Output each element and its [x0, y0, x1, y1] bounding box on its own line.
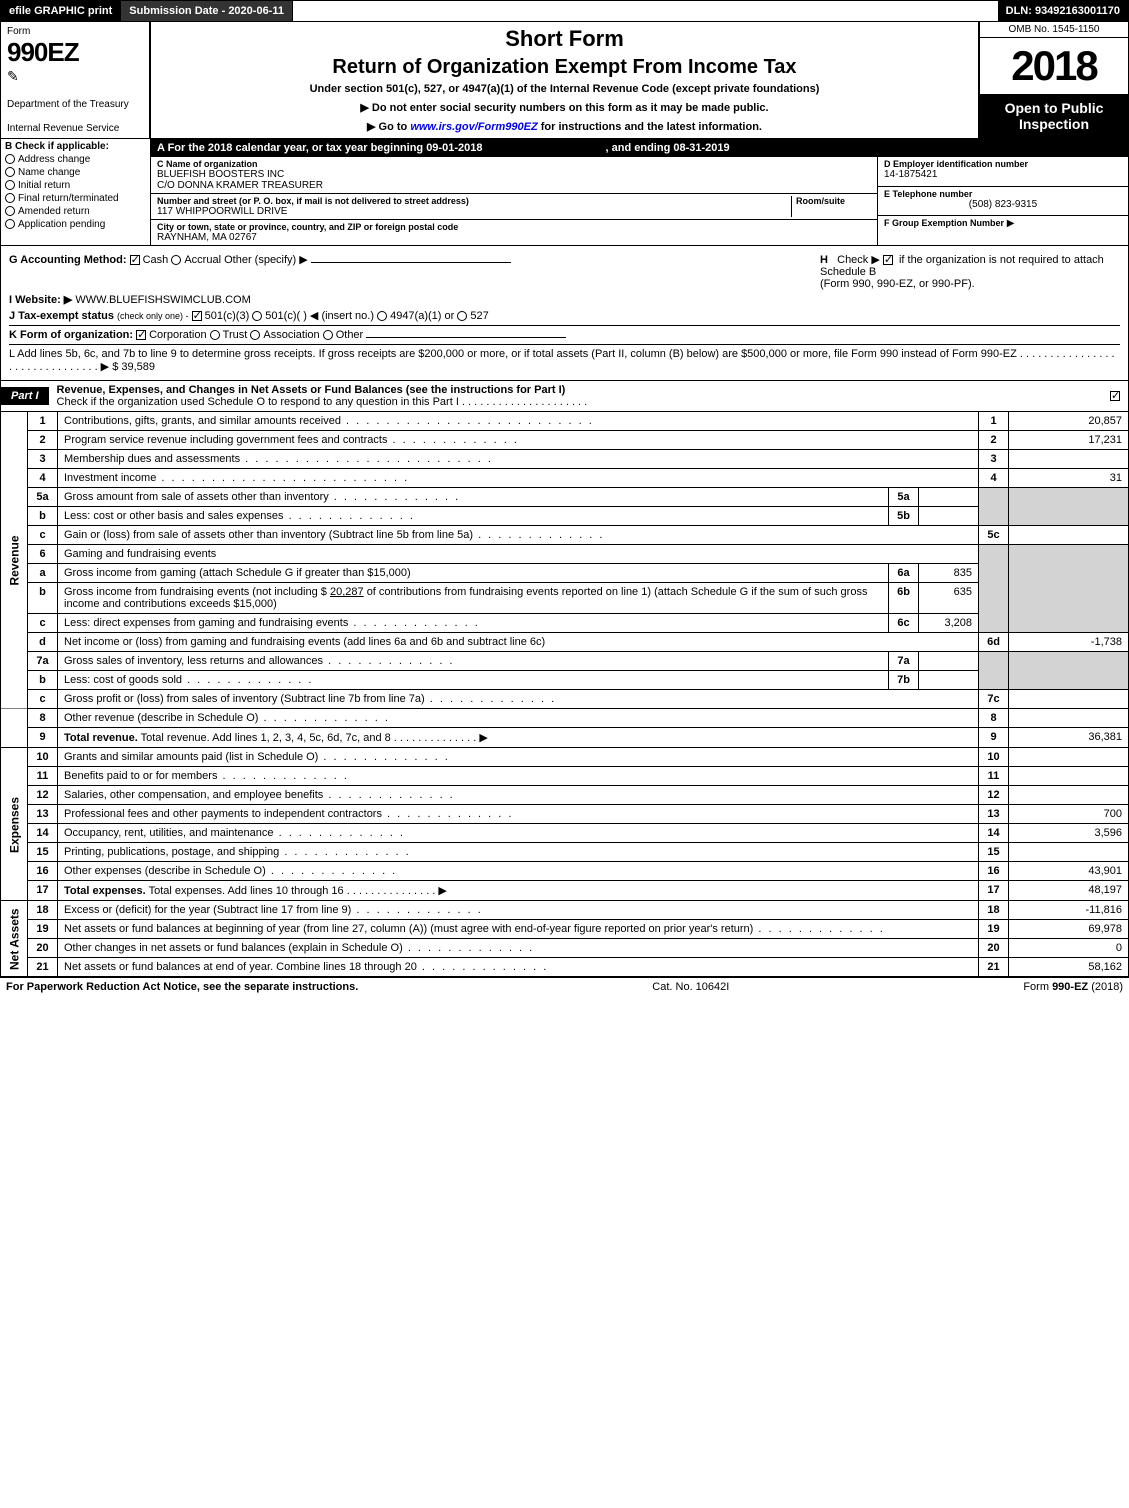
form-header: Form 990EZ ✎ Department of the Treasury …	[0, 22, 1129, 139]
city: RAYNHAM, MA 02767	[157, 232, 871, 243]
j-501c[interactable]	[252, 311, 262, 321]
dept-treasury: Department of the Treasury	[7, 99, 143, 110]
street: 117 WHIPPOORWILL DRIVE	[157, 206, 791, 217]
j-501c3[interactable]	[192, 311, 202, 321]
b-label: B Check if applicable:	[5, 141, 109, 152]
efile-label: efile GRAPHIC print	[1, 1, 121, 21]
k-other[interactable]	[323, 330, 333, 340]
form-number: 990EZ	[7, 37, 143, 68]
open-public: Open to Public Inspection	[980, 94, 1128, 138]
dln: DLN: 93492163001170	[998, 1, 1128, 21]
line9-desc: Total revenue. Total revenue. Add lines …	[58, 728, 979, 748]
irs-link[interactable]: www.irs.gov/Form990EZ	[410, 121, 537, 133]
omb-number: OMB No. 1545-1150	[980, 22, 1128, 38]
short-form-title: Short Form	[159, 26, 970, 52]
page-footer: For Paperwork Reduction Act Notice, see …	[0, 977, 1129, 996]
tax-year-bar: A For the 2018 calendar year, or tax yea…	[151, 139, 1128, 157]
info-block: G Accounting Method: Cash Accrual Other …	[0, 246, 1129, 381]
lines-table: Revenue 1 Contributions, gifts, grants, …	[0, 412, 1129, 977]
d-label: D Employer identification number	[884, 159, 1122, 169]
side-revenue: Revenue	[1, 412, 28, 709]
line1-amt: 20,857	[1009, 412, 1129, 431]
k-trust[interactable]	[210, 330, 220, 340]
top-bar: efile GRAPHIC print Submission Date - 20…	[0, 0, 1129, 22]
i-label: I Website: ▶	[9, 294, 72, 306]
part1-schedule-o-check[interactable]	[1110, 391, 1120, 401]
website: WWW.BLUEFISHSWIMCLUB.COM	[75, 294, 250, 306]
k-corp[interactable]	[136, 330, 146, 340]
form-label: Form	[7, 26, 143, 37]
phone: (508) 823-9315	[884, 199, 1122, 210]
f-arrow: ▶	[1007, 218, 1015, 229]
j-527[interactable]	[457, 311, 467, 321]
part1-label: Part I	[1, 387, 49, 405]
org-info: C Name of organization BLUEFISH BOOSTERS…	[151, 157, 878, 245]
g-accrual-check[interactable]	[171, 255, 181, 265]
part1-header: Part I Revenue, Expenses, and Changes in…	[0, 381, 1129, 412]
check-name[interactable]	[5, 167, 15, 177]
f-label: F Group Exemption Number	[884, 218, 1004, 228]
k-other-line[interactable]	[366, 337, 566, 338]
section-b-checks: B Check if applicable: Address change Na…	[1, 139, 151, 245]
irs: Internal Revenue Service	[7, 123, 143, 134]
side-expenses: Expenses	[1, 748, 28, 901]
tax-year: 2018	[980, 38, 1128, 94]
footer-form: Form 990-EZ (2018)	[1023, 981, 1123, 993]
under-section: Under section 501(c), 527, or 4947(a)(1)…	[159, 83, 970, 95]
g-cash-check[interactable]	[130, 255, 140, 265]
section-a: B Check if applicable: Address change Na…	[0, 139, 1129, 246]
line6b-desc: Gross income from fundraising events (no…	[58, 583, 889, 614]
part1-title: Revenue, Expenses, and Changes in Net As…	[57, 384, 566, 396]
check-final[interactable]	[5, 193, 15, 203]
check-initial[interactable]	[5, 180, 15, 190]
room-label: Room/suite	[796, 196, 871, 206]
j-4947[interactable]	[377, 311, 387, 321]
footer-left: For Paperwork Reduction Act Notice, see …	[6, 981, 358, 993]
header-left: Form 990EZ ✎ Department of the Treasury …	[1, 22, 151, 138]
check-amended[interactable]	[5, 206, 15, 216]
h-check[interactable]	[883, 255, 893, 265]
k-label: K Form of organization:	[9, 329, 133, 341]
goto-link[interactable]: ▶ Go to www.irs.gov/Form990EZ for instru…	[159, 120, 970, 133]
submission-date: Submission Date - 2020-06-11	[121, 1, 293, 21]
footer-cat: Cat. No. 10642I	[652, 981, 729, 993]
ein: 14-1875421	[884, 169, 1122, 180]
return-title: Return of Organization Exempt From Incom…	[159, 56, 970, 79]
l-text: L Add lines 5b, 6c, and 7b to line 9 to …	[9, 348, 1115, 373]
g-other-line[interactable]	[311, 262, 511, 263]
city-label: City or town, state or province, country…	[157, 222, 871, 232]
k-assoc[interactable]	[250, 330, 260, 340]
e-label: E Telephone number	[884, 189, 1122, 199]
org-care: C/O DONNA KRAMER TREASURER	[157, 180, 871, 191]
h-label: H	[820, 254, 828, 266]
street-label: Number and street (or P. O. box, if mail…	[157, 196, 791, 206]
part1-check: Check if the organization used Schedule …	[57, 396, 588, 408]
line1-desc: Contributions, gifts, grants, and simila…	[58, 412, 979, 431]
j-label: J Tax-exempt status	[9, 310, 114, 322]
section-a-mid: A For the 2018 calendar year, or tax yea…	[151, 139, 1128, 245]
check-pending[interactable]	[5, 219, 15, 229]
check-address[interactable]	[5, 154, 15, 164]
side-net-assets: Net Assets	[1, 901, 28, 977]
g-label: G Accounting Method:	[9, 254, 127, 266]
ssn-warning: ▶ Do not enter social security numbers o…	[159, 101, 970, 114]
section-a-right: D Employer identification number 14-1875…	[878, 157, 1128, 245]
c-label: C Name of organization	[157, 159, 871, 169]
org-name: BLUEFISH BOOSTERS INC	[157, 169, 871, 180]
l-val: $ 39,589	[112, 361, 155, 373]
header-right: OMB No. 1545-1150 2018 Open to Public In…	[978, 22, 1128, 138]
spacer	[293, 1, 998, 21]
header-mid: Short Form Return of Organization Exempt…	[151, 22, 978, 138]
